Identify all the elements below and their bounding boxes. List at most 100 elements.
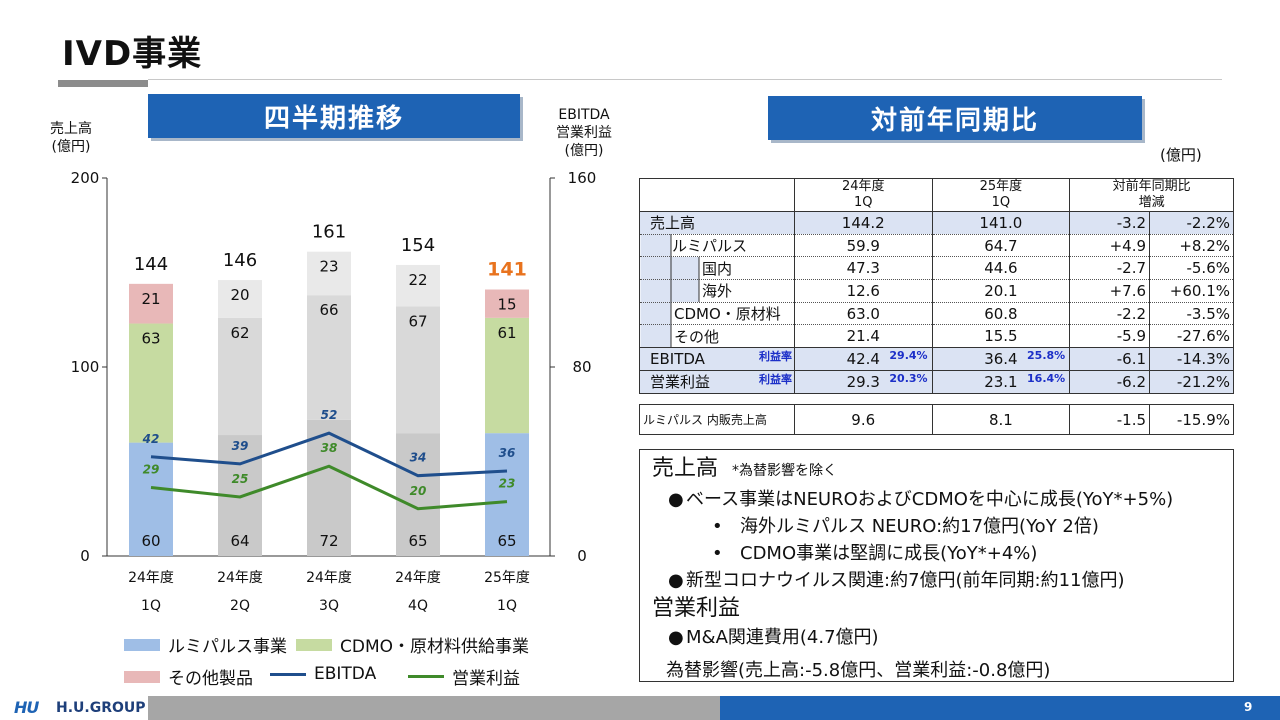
x-tick-label-year: 24年度 [395,570,441,586]
cell-diff: -2.7 [1069,256,1151,280]
op-line-label: 38 [321,441,338,455]
table-row-lumi: ルミパルス 59.9 64.7 +4.9 +8.2% [639,233,1234,257]
bar-segment-other [218,280,262,318]
cell-diff: +4.9 [1069,233,1151,257]
header-yoy-line1: 対前年同期比 [1112,179,1191,194]
table-unit: (億円) [1160,146,1202,164]
legend-swatch-cdmo [296,638,332,651]
header-yoy: 対前年同期比 増減 [1069,178,1234,212]
notes-heading-sales-text: 売上高 [652,456,719,481]
cell-24: 47.3 [793,256,933,280]
bar-total-label: 141 [487,259,527,281]
table-row-ebitda: EBITDA 利益率 42.4 29.4% 36.4 25.8% -6.1 -1… [639,347,1234,371]
right-axis-caption-line3: (億円) [564,143,604,159]
x-tick-label-year: 24年度 [217,570,263,586]
legend-swatch-other [124,670,160,683]
subbullet-overseas-lumi: • 海外ルミパルス NEURO:約17億円(YoY 2倍) [652,513,1221,540]
legend-item-cdmo: CDMO・原材料供給事業 [296,632,529,657]
bullet-text: M&A関連費用(4.7億円) [686,627,879,648]
cell-24-rate: 29.4% [889,349,928,363]
title-rule [148,79,1222,80]
cell-pct: -21.2% [1149,369,1234,394]
bar-total-label: 154 [401,235,435,256]
row-label: EBITDA [650,349,705,368]
right-axis-tick-label: 160 [568,169,597,187]
table-row-op: 営業利益 利益率 29.3 20.3% 23.1 16.4% -6.2 -21.… [639,369,1234,394]
commentary-box: 売上高 *為替影響を除く ● ベース事業はNEUROおよびCDMOを中心に成長(Yo… [639,449,1234,682]
legend-label-op: 営業利益 [452,669,520,689]
legend-item-lumi: ルミパルス事業 [124,632,287,657]
x-tick-label-quarter: 1Q [141,598,161,614]
cell-25-rate: 16.4% [1027,371,1066,385]
x-tick-label-year: 24年度 [306,570,352,586]
cell-24: 21.4 [793,324,933,348]
ebitda-line-label: 42 [142,432,160,446]
right-axis-caption: EBITDA 営業利益 (億円) [556,106,612,160]
x-tick-label-quarter: 3Q [319,598,339,614]
row-label-cell: EBITDA 利益率 [639,347,795,371]
header-24-1q: 24年度 1Q [793,178,933,212]
legend-label-other: その他製品 [168,669,253,689]
legend-line-op [408,675,444,678]
bar-segment-other [129,283,173,324]
bar-segment-cdmo [129,323,173,443]
cell-diff: -3.2 [1069,211,1151,235]
bar-segment-cdmo-label: 61 [497,324,516,342]
right-axis-tick-label: 80 [572,358,591,376]
cell-25-value: 23.1 [984,372,1018,391]
row-label: ルミパルス [639,233,795,257]
x-tick-label-year: 24年度 [128,570,174,586]
bar-segment-cdmo-label: 67 [408,313,427,331]
ebitda-line-label: 36 [499,446,516,460]
left-axis-tick-label: 200 [71,169,100,187]
op-line-label: 23 [499,477,516,491]
bar-segment-lumi [396,433,440,556]
left-axis-caption-line2: (億円) [51,139,91,155]
cell-diff: -5.9 [1069,324,1151,348]
row-label: 営業利益 [650,373,711,392]
table-row-sales: 売上高 144.2 141.0 -3.2 -2.2% [639,211,1234,235]
bar-segment-lumi [485,433,529,556]
cell-24: 63.0 [793,301,933,325]
cell-24: 29.3 20.3% [793,369,933,394]
header-24-line1: 24年度 [841,179,885,194]
cell-diff: +7.6 [1069,279,1151,303]
cell-25: 20.1 [931,279,1071,303]
x-tick-label-quarter: 2Q [230,598,250,614]
header-25-line1: 25年度 [979,179,1023,194]
yoy-comparison-banner: 対前年同期比 [768,96,1142,140]
cell-25: 36.4 25.8% [931,347,1071,371]
bullet-icon: ● [668,489,684,510]
page-number: 9 [1244,700,1253,714]
ebitda-line-label: 34 [410,451,427,465]
quarterly-chart: 0 100 200 0 80 160 60 63 21 144 24年度 1Q 64 62 20 146 24年… [71,169,597,614]
subbullet-icon: • [712,543,723,564]
notes-heading-sales: 売上高 *為替影響を除く [652,454,1221,486]
bar-segment-other [307,251,351,296]
bullet-covid: ● 新型コロナウイルス関連:約7億円(前年同期:約11億円) [652,567,1221,594]
legend-label-ebitda: EBITDA [314,664,377,684]
cell-24-rate: 20.3% [889,371,928,385]
header-empty [639,178,795,212]
row-label: 海外 [639,279,795,303]
cell-diff: -6.2 [1069,369,1151,394]
cell-25: 15.5 [931,324,1071,348]
bar-segment-other-label: 20 [230,286,249,304]
cell-diff: -2.2 [1069,301,1151,325]
margin-tag: 利益率 [758,372,792,386]
company-logo-text: H.U.GROUP [56,700,146,716]
table-row-overseas: 海外 12.6 20.1 +7.6 +60.1% [639,279,1234,303]
bar-segment-cdmo [307,295,351,420]
cell-25: 141.0 [931,211,1071,235]
row-label: 国内 [639,256,795,280]
bar-segment-cdmo-label: 62 [230,324,249,342]
bullet-base-business: ● ベース事業はNEUROおよびCDMOを中心に成長(YoY*+5%) [652,486,1221,513]
bar-total-label: 146 [223,250,257,271]
cell-24: 59.9 [793,233,933,257]
cell-24: 9.6 [793,404,933,435]
row-label: その他 [639,324,795,348]
cell-pct: +60.1% [1149,279,1234,303]
cell-pct: +8.2% [1149,233,1234,257]
hu-logo-icon: HU [14,698,39,717]
cell-25: 64.7 [931,233,1071,257]
